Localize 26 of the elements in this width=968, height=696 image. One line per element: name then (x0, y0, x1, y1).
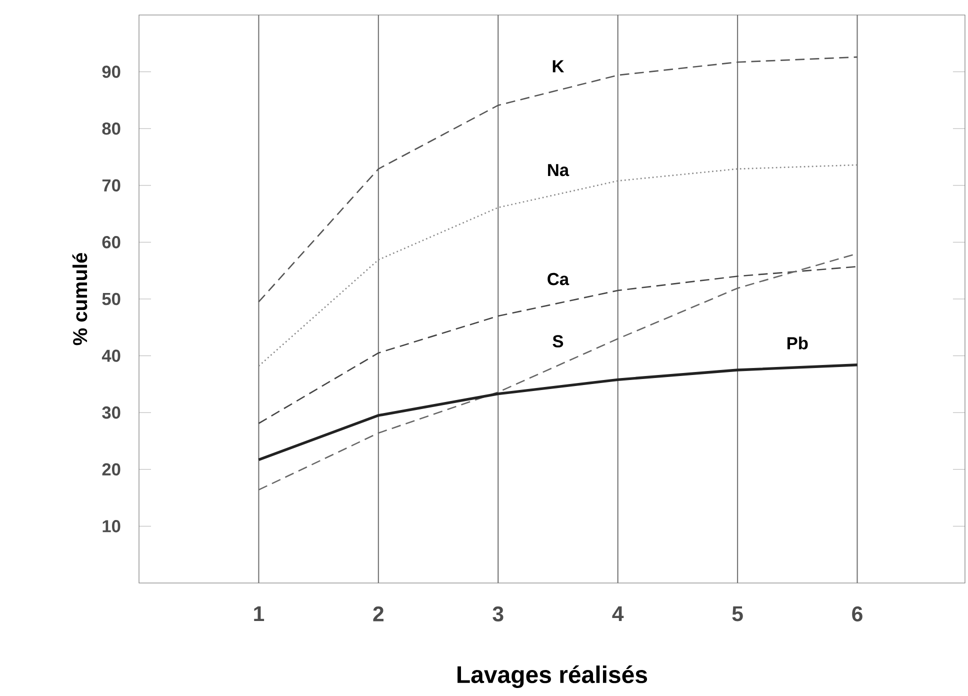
x-tick-label: 1 (254, 606, 264, 622)
y-tick-label: 20 (102, 463, 120, 476)
y-tick-label: 90 (102, 66, 120, 78)
x-tick-label: 2 (373, 606, 384, 622)
line-series (257, 364, 859, 462)
series-label: K (552, 60, 564, 72)
line-series (258, 56, 858, 302)
series-label: Pb (787, 336, 808, 350)
x-axis-title: Lavages réalisés (458, 665, 648, 688)
y-tick-label: 60 (102, 236, 120, 248)
x-tick-label: 5 (732, 606, 743, 622)
series-label: Ca (548, 272, 570, 286)
y-tick-label: 10 (102, 520, 120, 532)
y-tick-label: 80 (102, 122, 120, 135)
x-tick-label: 3 (492, 606, 504, 622)
x-tick-label: 4 (612, 606, 624, 622)
y-tick-label: 50 (102, 292, 120, 306)
y-tick-label: 40 (102, 350, 120, 362)
line-series (258, 164, 858, 367)
x-tick-label: 6 (852, 606, 862, 622)
y-tick-label: 30 (102, 406, 120, 419)
y-tick-label: 70 (102, 179, 120, 192)
series-label: Na (548, 164, 570, 176)
y-axis-title: % cumulé (72, 253, 88, 346)
line-series (258, 266, 858, 424)
series-label: S (552, 335, 564, 348)
